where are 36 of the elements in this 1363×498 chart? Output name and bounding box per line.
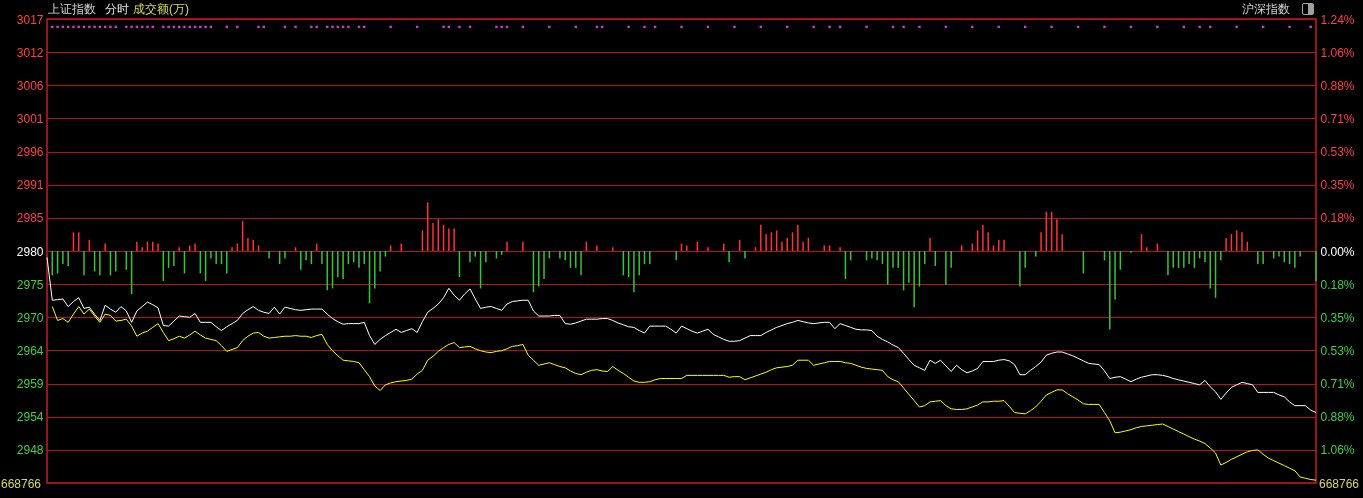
y2-tick-label: 0.35% [1320,178,1355,193]
y-tick-label: 3017 [16,12,44,27]
y2-tick-label: 1.24% [1320,12,1355,27]
y-tick-label: 2959 [16,377,44,392]
y2-tick-label: 1.06% [1320,443,1355,458]
y-tick-label: 2970 [16,310,44,325]
chart-title: 上证指数 [48,2,96,16]
y2-tick-label: 0.18% [1320,211,1355,226]
y-tick-label: 2991 [16,178,44,193]
text: 668766 [1,477,42,491]
y-tick-label: 3012 [16,45,44,60]
y-tick-label: 2980 [16,244,44,259]
y-tick-label: 3006 [16,78,44,93]
y2-tick-label: 0.88% [1320,78,1355,93]
y-tick-label: 2948 [16,443,44,458]
text: 668766 [1319,477,1360,491]
text: 成交额(万) [133,2,189,16]
y2-tick-label: 0.35% [1320,310,1355,325]
line-series [51,306,1317,481]
text: 沪深指数 [1242,2,1290,16]
y-tick-label: 2964 [16,343,44,358]
y-tick-label: 2985 [16,211,44,226]
y2-tick-label: 1.06% [1320,45,1355,60]
y-tick-label: 2996 [16,145,44,160]
y2-tick-label: 0.53% [1320,145,1355,160]
y-tick-label: 3001 [16,111,44,126]
y2-tick-label: 0.53% [1320,343,1355,358]
text: 分时 [105,2,129,16]
y2-tick-label: 0.71% [1320,111,1355,126]
y-tick-label: 2975 [16,277,44,292]
y2-tick-label: 0.71% [1320,377,1355,392]
line-series [46,256,1317,414]
y-tick-label: 2954 [16,410,44,425]
y2-tick-label: 0.00% [1320,244,1355,259]
y2-tick-label: 0.18% [1320,277,1355,292]
y2-tick-label: 0.88% [1320,410,1355,425]
